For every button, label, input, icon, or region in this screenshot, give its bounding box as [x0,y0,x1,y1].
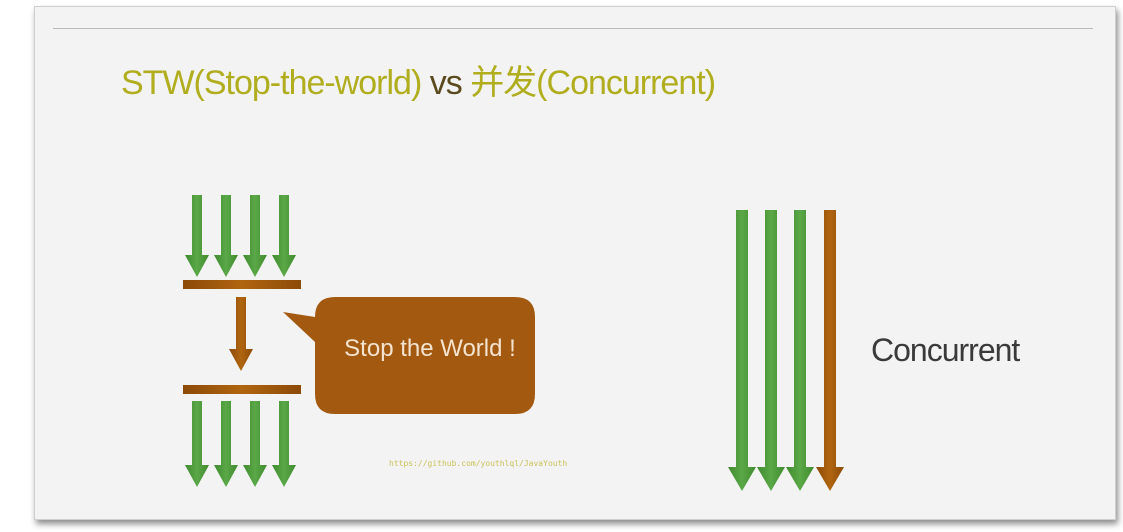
slide: STW(Stop-the-world) vs 并发(Concurrent) [34,6,1116,520]
stop-the-world-bubble [283,297,535,414]
concurrent-arrow-3 [786,210,814,491]
stw-bottom-arrow-2 [214,401,238,487]
divider-line [53,28,1093,29]
stw-top-arrow-4 [272,195,296,277]
stw-top-arrow-2 [214,195,238,277]
diagram-canvas [183,195,844,491]
concurrent-arrow-2 [757,210,785,491]
stw-top-arrow-3 [243,195,267,277]
stw-bottom-arrows [185,401,296,487]
watermark-url: https://github.com/youthlql/JavaYouth [389,459,568,468]
stw-top-arrows [185,195,296,277]
stw-bottom-arrow-4 [272,401,296,487]
concurrent-arrows [728,210,844,491]
title-concurrent: 并发(Concurrent) [470,64,716,102]
stw-gc-arrow [229,297,253,371]
slide-title: STW(Stop-the-world) vs 并发(Concurrent) [121,55,716,104]
title-stw: STW(Stop-the-world) [121,64,422,102]
stw-bottom-bar [183,385,301,394]
stw-top-bar [183,280,301,289]
title-vs: vs [421,64,471,102]
concurrent-label: Concurrent [871,332,1020,368]
stw-bottom-arrow-1 [185,401,209,487]
concurrent-arrow-1 [728,210,756,491]
bubble-text: Stop the World ! [344,335,516,362]
concurrent-arrow-4 [816,210,844,491]
stw-top-arrow-1 [185,195,209,277]
stw-bottom-arrow-3 [243,401,267,487]
